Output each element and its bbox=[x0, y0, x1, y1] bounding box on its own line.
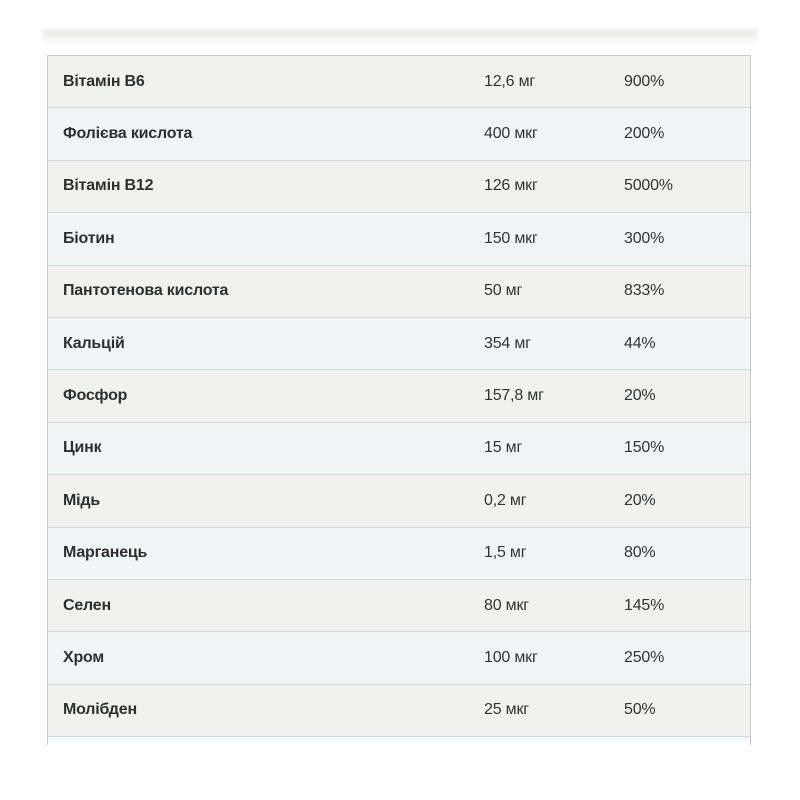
nutrient-name: Цинк bbox=[63, 439, 102, 457]
cropped-row-remnant-top bbox=[42, 30, 758, 45]
nutrient-amount: 15 мг bbox=[484, 439, 523, 457]
nutrient-amount: 126 мкг bbox=[484, 177, 538, 195]
nutrient-daily-value: 20% bbox=[624, 491, 656, 509]
nutrient-daily-value: 250% bbox=[624, 648, 665, 666]
nutrient-amount: 12,6 мг bbox=[484, 72, 536, 90]
nutrient-amount: 400 мкг bbox=[484, 125, 538, 143]
nutrient-amount: 80 мкг bbox=[484, 596, 529, 614]
table-row: Марганець 1,5 мг 80% bbox=[48, 527, 750, 580]
nutrient-amount: 150 мкг bbox=[484, 229, 538, 247]
table-row: Мідь 0,2 мг 20% bbox=[48, 475, 750, 528]
nutrient-name: Селен bbox=[63, 596, 111, 614]
table-row: Вітамін B6 12,6 мг 900% bbox=[48, 56, 750, 109]
nutrient-daily-value: 900% bbox=[624, 72, 665, 90]
nutrient-daily-value: 44% bbox=[624, 334, 656, 352]
nutrient-daily-value: 145% bbox=[624, 596, 665, 614]
nutrient-daily-value: 150% bbox=[624, 439, 665, 457]
nutrient-amount: 50 мг bbox=[484, 282, 523, 300]
table-row: Цинк 15 мг 150% bbox=[48, 422, 750, 476]
table-row: Вітамін B12 126 мкг 5000% bbox=[48, 160, 750, 214]
nutrition-table: Вітамін B6 12,6 мг 900% Фолієва кислота … bbox=[47, 55, 751, 746]
nutrient-name: Пантотенова кислота bbox=[63, 282, 229, 300]
nutrient-amount: 0,2 мг bbox=[484, 491, 527, 509]
nutrient-daily-value: 200% bbox=[624, 125, 665, 143]
nutrient-name: Кальцій bbox=[63, 334, 125, 352]
nutrient-name: Фосфор bbox=[63, 387, 128, 405]
nutrient-amount: 354 мг bbox=[484, 334, 531, 352]
nutrient-amount: 25 мкг bbox=[484, 701, 529, 719]
table-row: Фолієва кислота 400 мкг 200% bbox=[48, 108, 750, 161]
table-row: Селен 80 мкг 145% bbox=[48, 579, 750, 633]
nutrient-daily-value: 80% bbox=[624, 544, 656, 562]
nutrient-amount: 100 мкг bbox=[484, 648, 538, 666]
nutrient-daily-value: 300% bbox=[624, 229, 665, 247]
nutrient-name: Вітамін B6 bbox=[63, 72, 145, 90]
table-row: Молібден 25 мкг 50% bbox=[48, 684, 750, 738]
table-row: Пантотенова кислота 50 мг 833% bbox=[48, 265, 750, 318]
nutrient-daily-value: 20% bbox=[624, 387, 656, 405]
nutrient-daily-value: 5000% bbox=[624, 177, 673, 195]
nutrient-name: Хром bbox=[63, 648, 105, 666]
nutrient-daily-value: 833% bbox=[624, 282, 665, 300]
table-row: Біотин 150 мкг 300% bbox=[48, 213, 750, 266]
table-row: Фосфор 157,8 мг 20% bbox=[48, 370, 750, 423]
nutrient-amount: 1,5 мг bbox=[484, 544, 527, 562]
nutrient-amount: 157,8 мг bbox=[484, 387, 544, 405]
nutrient-name: Мідь bbox=[63, 491, 100, 509]
cropped-row-remnant-bottom bbox=[48, 737, 750, 746]
nutrient-name: Біотин bbox=[63, 229, 115, 247]
nutrient-name: Марганець bbox=[63, 544, 148, 562]
table-rows-container: Вітамін B6 12,6 мг 900% Фолієва кислота … bbox=[48, 56, 750, 738]
table-row: Кальцій 354 мг 44% bbox=[48, 317, 750, 371]
nutrient-name: Молібден bbox=[63, 701, 137, 719]
nutrient-name: Вітамін B12 bbox=[63, 177, 154, 195]
nutrient-name: Фолієва кислота bbox=[63, 125, 193, 143]
nutrient-daily-value: 50% bbox=[624, 701, 656, 719]
table-row: Хром 100 мкг 250% bbox=[48, 632, 750, 685]
